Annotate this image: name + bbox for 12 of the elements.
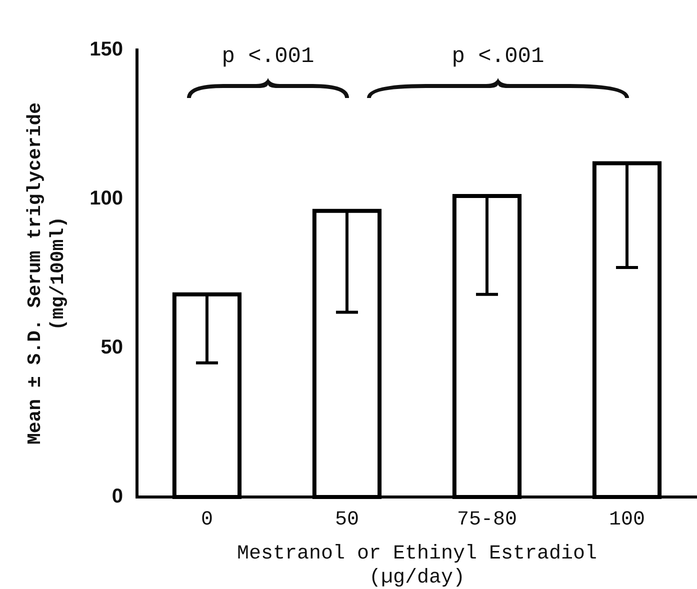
y-tick-label: 150 xyxy=(90,38,123,61)
x-axis-title: Mestranol or Ethinyl Estradiol (µg/day) xyxy=(236,542,598,589)
annotation: p <.001 xyxy=(452,44,544,69)
x-tick-label: 50 xyxy=(334,508,359,532)
x-tick-label: 100 xyxy=(608,508,646,532)
y-tick-label: 0 xyxy=(112,486,123,508)
x-tick-label: 75-80 xyxy=(456,508,517,532)
y-tick-label: 100 xyxy=(90,188,123,210)
y-tick-label: 50 xyxy=(100,336,123,359)
y-axis-title: Mean ± S.D. Serum triglyceride (mg/100ml) xyxy=(24,102,69,445)
annotation: p <.001 xyxy=(222,44,314,69)
x-tick-label: 0 xyxy=(200,508,213,532)
